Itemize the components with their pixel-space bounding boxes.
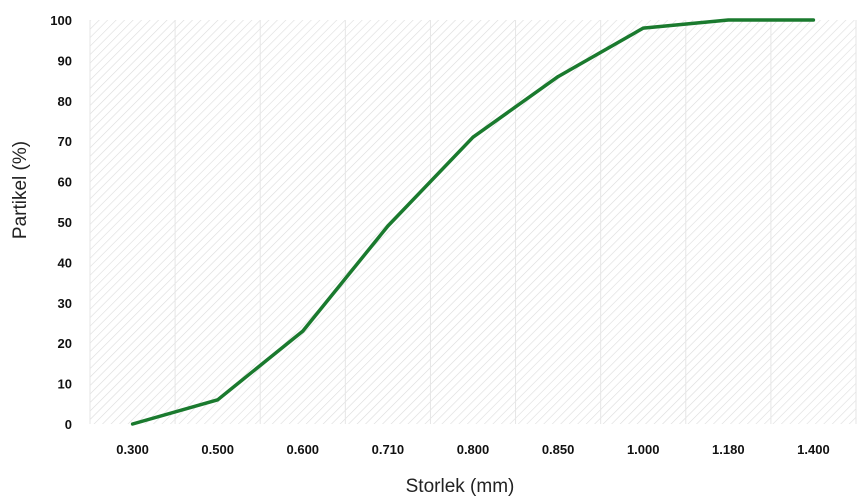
data-point [471,135,475,139]
x-tick-label: 0.710 [372,442,405,457]
data-point [216,398,220,402]
y-tick-label: 60 [58,175,72,190]
x-tick-label: 0.800 [457,442,490,457]
data-point [556,75,560,79]
x-tick-label: 0.300 [116,442,149,457]
data-point [641,26,645,30]
y-axis-title: Partikel (%) [10,141,31,239]
y-tick-label: 30 [58,296,72,311]
y-tick-label: 10 [58,377,72,392]
y-tick-label: 100 [50,13,72,28]
data-point [726,18,730,22]
x-tick-label: 0.850 [542,442,575,457]
x-tick-label: 1.400 [797,442,830,457]
data-point [131,422,135,426]
x-tick-label: 1.000 [627,442,660,457]
x-tick-label: 0.500 [201,442,234,457]
data-point [811,18,815,22]
x-tick-label: 1.180 [712,442,745,457]
y-tick-label: 80 [58,94,72,109]
x-axis-title: Storlek (mm) [406,476,515,497]
y-tick-label: 40 [58,255,72,270]
y-tick-label: 70 [58,134,72,149]
data-point [301,329,305,333]
y-tick-label: 20 [58,336,72,351]
x-tick-label: 0.600 [287,442,320,457]
y-tick-label: 50 [58,215,72,230]
data-point [386,224,390,228]
y-tick-label: 90 [58,53,72,68]
plot-area [90,20,856,424]
y-tick-label: 0 [65,417,72,432]
